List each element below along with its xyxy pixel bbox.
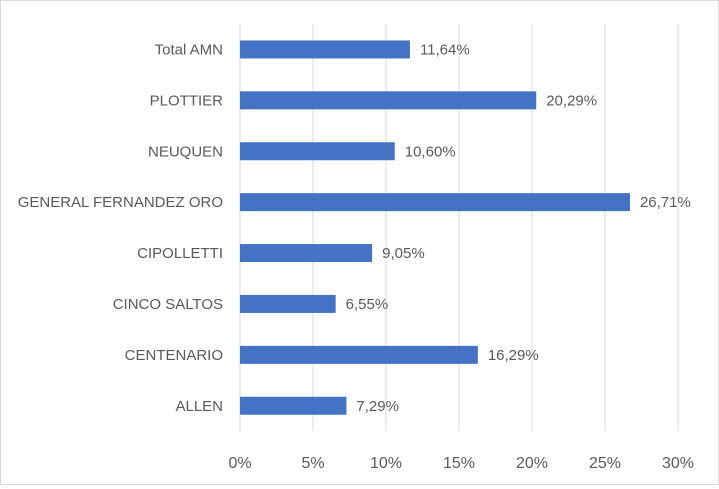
- x-axis-tick-labels: 0% 5% 10% 15% 20% 25% 30%: [228, 455, 694, 472]
- gridlines: [239, 24, 679, 431]
- category-label: CENTENARIO: [125, 347, 223, 364]
- data-label: 16,29%: [488, 347, 539, 364]
- category-label: GENERAL FERNANDEZ ORO: [18, 194, 223, 211]
- category-label: ALLEN: [175, 398, 223, 415]
- category-labels: Total AMN PLOTTIER NEUQUEN GENERAL FERNANDE…: [18, 41, 223, 414]
- x-tick-label: 25%: [589, 455, 621, 472]
- bars: [240, 40, 630, 415]
- data-label: 26,71%: [640, 194, 691, 211]
- data-label: 7,29%: [356, 398, 399, 415]
- x-tick-label: 10%: [370, 455, 402, 472]
- category-label: NEUQUEN: [148, 143, 223, 160]
- category-label: Total AMN: [155, 41, 223, 58]
- category-label: CINCO SALTOS: [113, 296, 223, 313]
- bar: [240, 91, 537, 110]
- data-label: 11,64%: [420, 41, 470, 58]
- data-label: 10,60%: [405, 143, 456, 160]
- category-label: CIPOLLETTI: [137, 245, 223, 262]
- bar: [240, 244, 373, 263]
- category-label: PLOTTIER: [150, 92, 224, 109]
- x-tick-label: 30%: [662, 455, 694, 472]
- x-tick-label: 5%: [301, 455, 324, 472]
- x-tick-label: 0%: [228, 455, 251, 472]
- x-tick-label: 15%: [443, 455, 475, 472]
- bar: [240, 294, 336, 313]
- data-label: 9,05%: [382, 245, 425, 262]
- bar: [240, 396, 347, 415]
- bar: [240, 40, 410, 59]
- data-label: 6,55%: [346, 296, 389, 313]
- data-label: 20,29%: [546, 92, 597, 109]
- bar: [240, 345, 478, 364]
- data-labels: 11,64% 20,29% 10,60% 26,71% 9,05% 6,55% 16,29%…: [346, 41, 691, 414]
- bar: [240, 193, 630, 212]
- x-tick-label: 20%: [516, 455, 548, 472]
- bar: [240, 142, 395, 161]
